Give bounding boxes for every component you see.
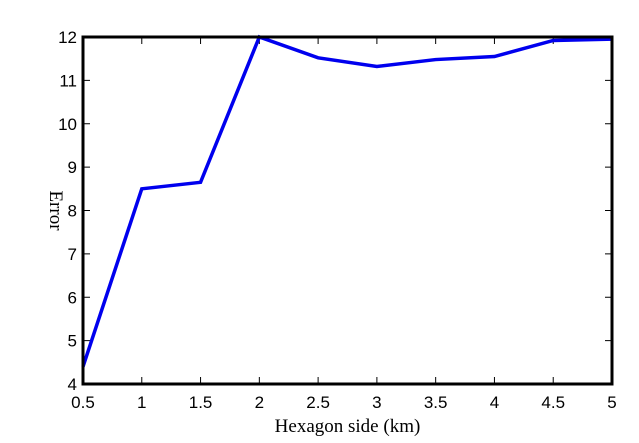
data-point [376, 65, 378, 67]
x-tick-label: 5 [607, 393, 616, 412]
y-axis-label: Error [45, 190, 66, 231]
plot-frame [81, 35, 614, 386]
ticks-layer: 0.5 1 1.5 2 2.5 3 3.5 4 4.5 5 4 5 6 7 8 9 10 11 12 [58, 28, 617, 412]
y-tick-label: 12 [58, 28, 77, 47]
data-point [493, 56, 495, 58]
y-tick-label: 11 [59, 71, 77, 90]
y-tick-label: 4 [68, 375, 77, 394]
x-tick-label: 3 [372, 393, 381, 412]
y-tick-label: 5 [68, 332, 77, 351]
x-tick-label: 2.5 [306, 393, 330, 412]
y-tick-label: 7 [68, 245, 77, 264]
x-tick-label: 3.5 [424, 393, 448, 412]
y-tick-label: 6 [68, 288, 77, 307]
labels-layer: Hexagon side (km) Error [45, 190, 420, 437]
data-point [317, 57, 319, 59]
series-layer [81, 34, 613, 368]
x-axis-label: Hexagon side (km) [275, 416, 421, 437]
data-point [200, 181, 202, 183]
x-tick-label: 2 [255, 393, 264, 412]
data-point [435, 59, 437, 61]
x-tick-label: 4.5 [541, 393, 565, 412]
y-tick-label: 10 [58, 115, 77, 134]
x-tick-label: 1.5 [189, 393, 213, 412]
y-tick-label: 8 [68, 202, 77, 221]
x-tick-label: 1 [137, 393, 146, 412]
series-line [81, 34, 613, 368]
y-tick-label: 9 [68, 158, 77, 177]
x-tick-label: 4 [490, 393, 499, 412]
data-point [141, 188, 143, 190]
data-point [552, 39, 554, 41]
x-tick-label: 0.5 [71, 393, 95, 412]
